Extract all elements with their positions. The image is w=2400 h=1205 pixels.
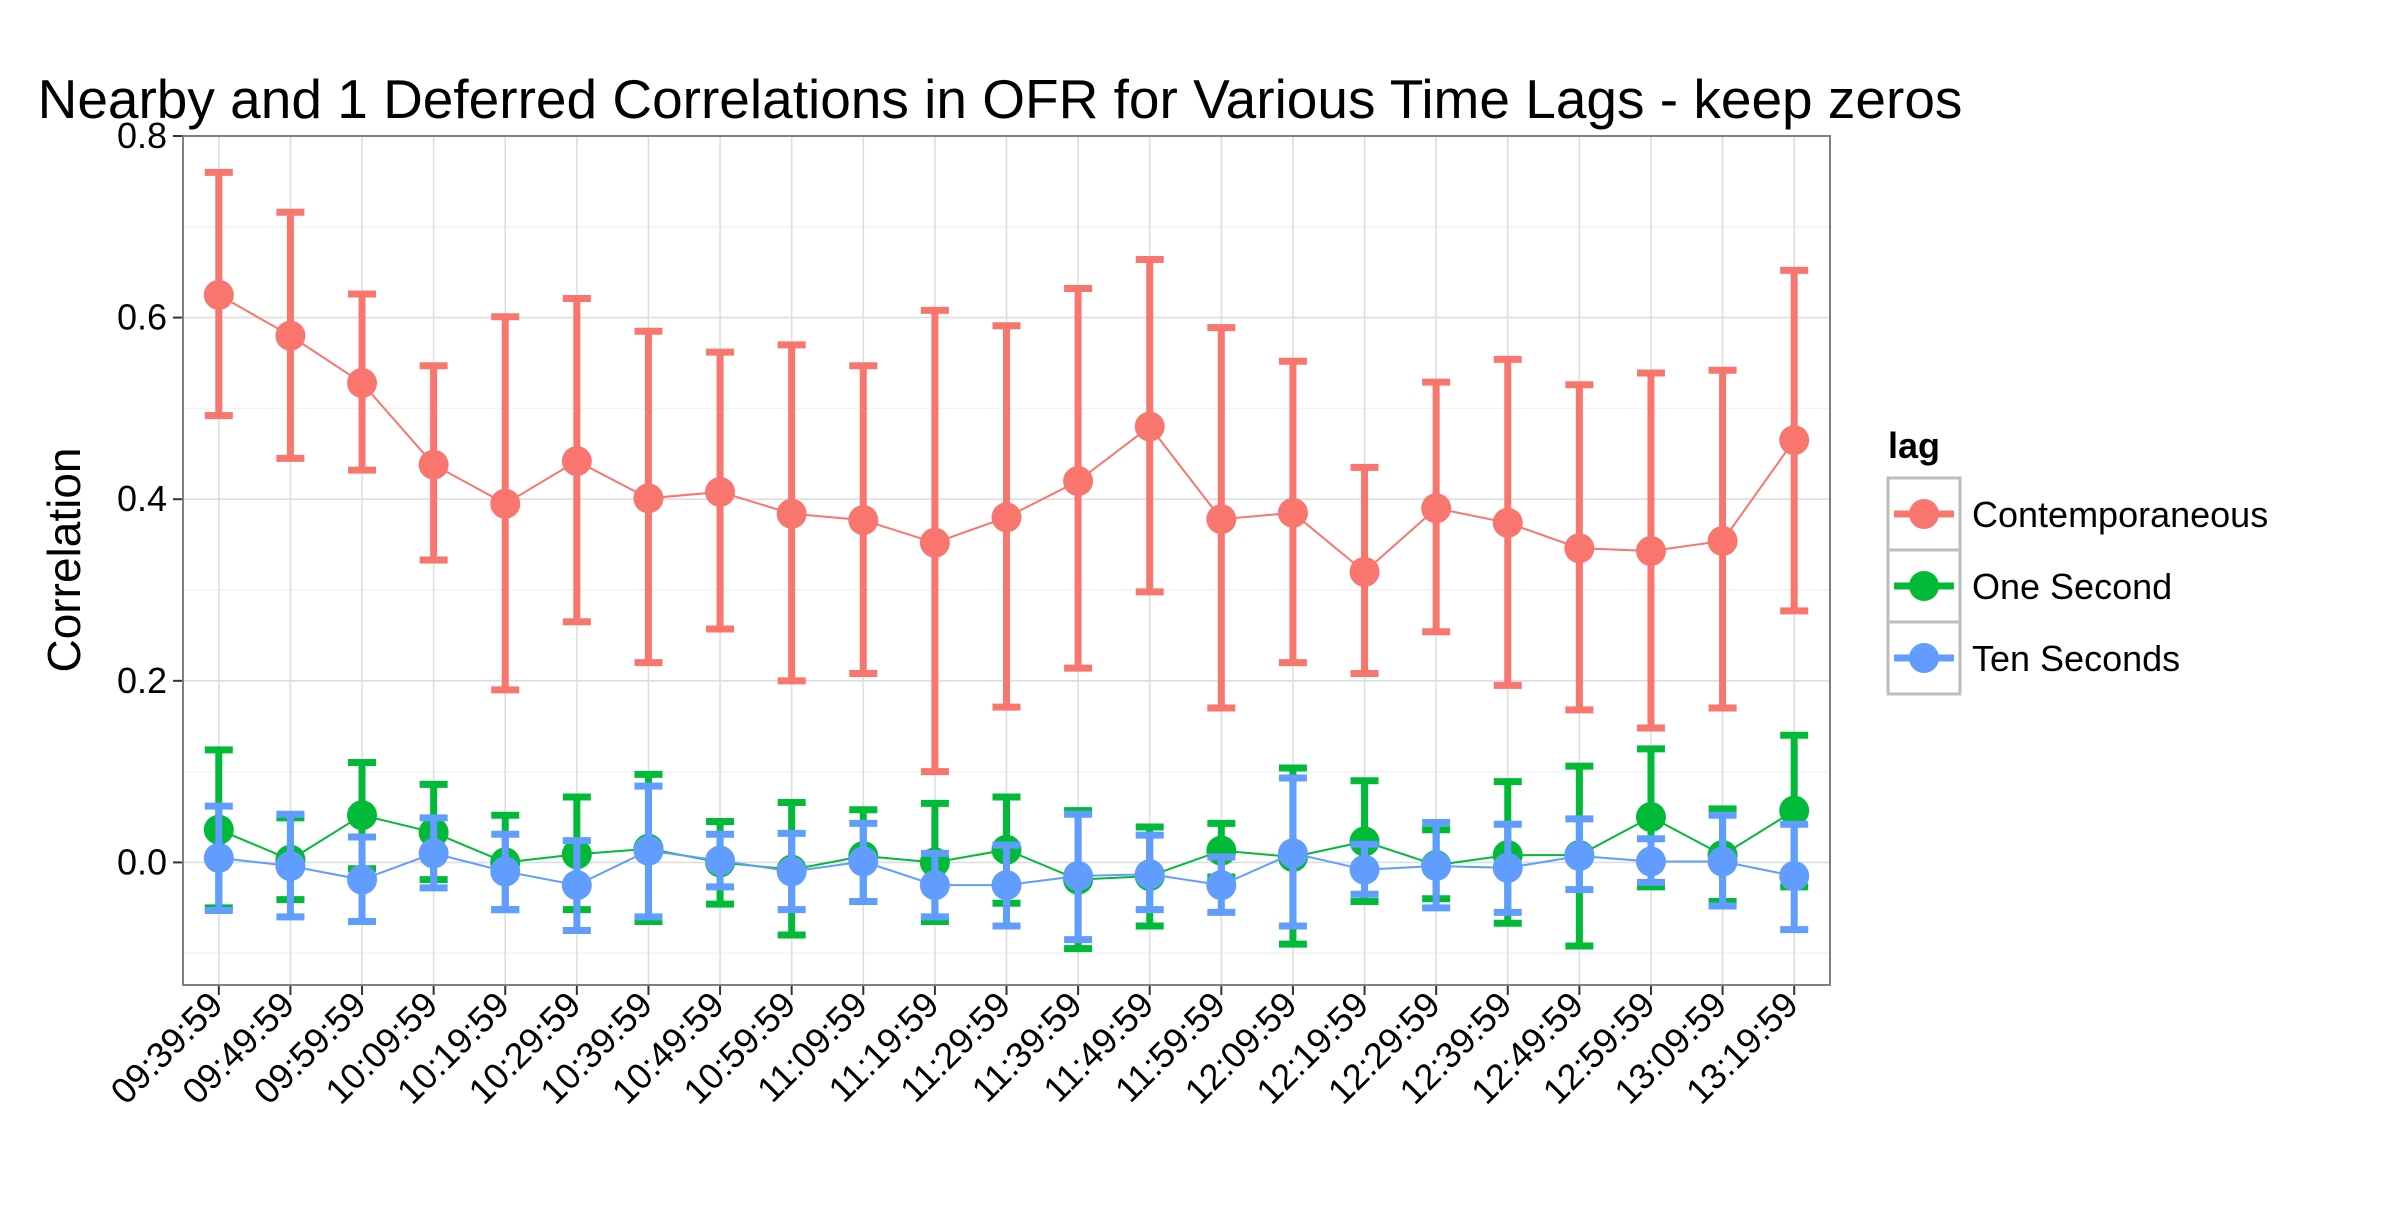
data-point xyxy=(1707,846,1738,877)
legend-item-contemporaneous: Contemporaneous xyxy=(1886,476,2268,552)
data-point xyxy=(919,870,950,901)
data-point xyxy=(561,870,592,901)
data-point xyxy=(848,846,879,877)
legend-key-point xyxy=(1909,499,1939,529)
data-point xyxy=(1564,841,1595,872)
data-point xyxy=(705,476,736,507)
data-point xyxy=(1206,504,1237,535)
data-point xyxy=(1564,533,1595,564)
y-axis-title: Correlation xyxy=(38,448,90,673)
data-point xyxy=(1635,802,1666,833)
data-point xyxy=(633,835,664,866)
data-point xyxy=(418,838,449,869)
y-tick-label: 0.6 xyxy=(117,297,167,338)
data-point xyxy=(418,449,449,480)
data-point xyxy=(1063,466,1094,497)
data-point xyxy=(1492,507,1523,538)
data-point xyxy=(203,842,234,873)
data-point xyxy=(1349,854,1380,885)
data-point xyxy=(1206,870,1237,901)
legend-label: Contemporaneous xyxy=(1972,494,2268,535)
data-point xyxy=(490,856,521,887)
data-point xyxy=(1635,846,1666,877)
data-point xyxy=(1134,411,1165,442)
y-tick-label: 0.0 xyxy=(117,841,167,882)
data-point xyxy=(1134,859,1165,890)
data-point xyxy=(1779,425,1810,456)
plot-border xyxy=(182,135,1831,986)
data-point xyxy=(1635,535,1666,566)
data-point xyxy=(705,845,736,876)
legend-key-point xyxy=(1909,571,1939,601)
data-point xyxy=(561,446,592,477)
series-contemporaneous xyxy=(203,168,1810,776)
data-point xyxy=(1063,861,1094,892)
data-point xyxy=(1779,795,1810,826)
data-point xyxy=(347,367,378,398)
data-point xyxy=(991,502,1022,533)
data-point xyxy=(1779,861,1810,892)
legend: lag Contemporaneous One Second Ten Seconds xyxy=(1886,425,2268,696)
data-point xyxy=(1277,497,1308,528)
data-point xyxy=(1707,525,1738,556)
data-point xyxy=(1421,493,1452,524)
data-point xyxy=(1349,556,1380,587)
legend-item-one-second: One Second xyxy=(1886,548,2172,624)
data-point xyxy=(1421,851,1452,882)
data-point xyxy=(633,483,664,514)
y-tick-label: 0.4 xyxy=(117,478,167,519)
data-point xyxy=(347,800,378,831)
plot-area: 0.00.20.40.60.809:39:5909:49:5909:59:591… xyxy=(102,115,1831,1112)
y-tick-label: 0.8 xyxy=(117,115,167,156)
data-point xyxy=(919,527,950,558)
data-point xyxy=(776,856,807,887)
data-point xyxy=(275,320,306,351)
data-point xyxy=(1277,838,1308,869)
data-point xyxy=(776,498,807,529)
legend-title: lag xyxy=(1888,425,1940,466)
y-tick-label: 0.2 xyxy=(117,660,167,701)
data-point xyxy=(991,870,1022,901)
legend-label: One Second xyxy=(1972,566,2172,607)
chart-title: Nearby and 1 Deferred Correlations in OF… xyxy=(38,68,1963,130)
legend-label: Ten Seconds xyxy=(1972,638,2180,679)
series-ten-seconds xyxy=(203,774,1810,944)
data-point xyxy=(347,864,378,895)
legend-item-ten-seconds: Ten Seconds xyxy=(1886,620,2180,696)
data-point xyxy=(848,505,879,536)
data-point xyxy=(1492,852,1523,883)
legend-key-point xyxy=(1909,643,1939,673)
data-point xyxy=(275,851,306,882)
data-point xyxy=(490,488,521,519)
data-point xyxy=(203,279,234,310)
